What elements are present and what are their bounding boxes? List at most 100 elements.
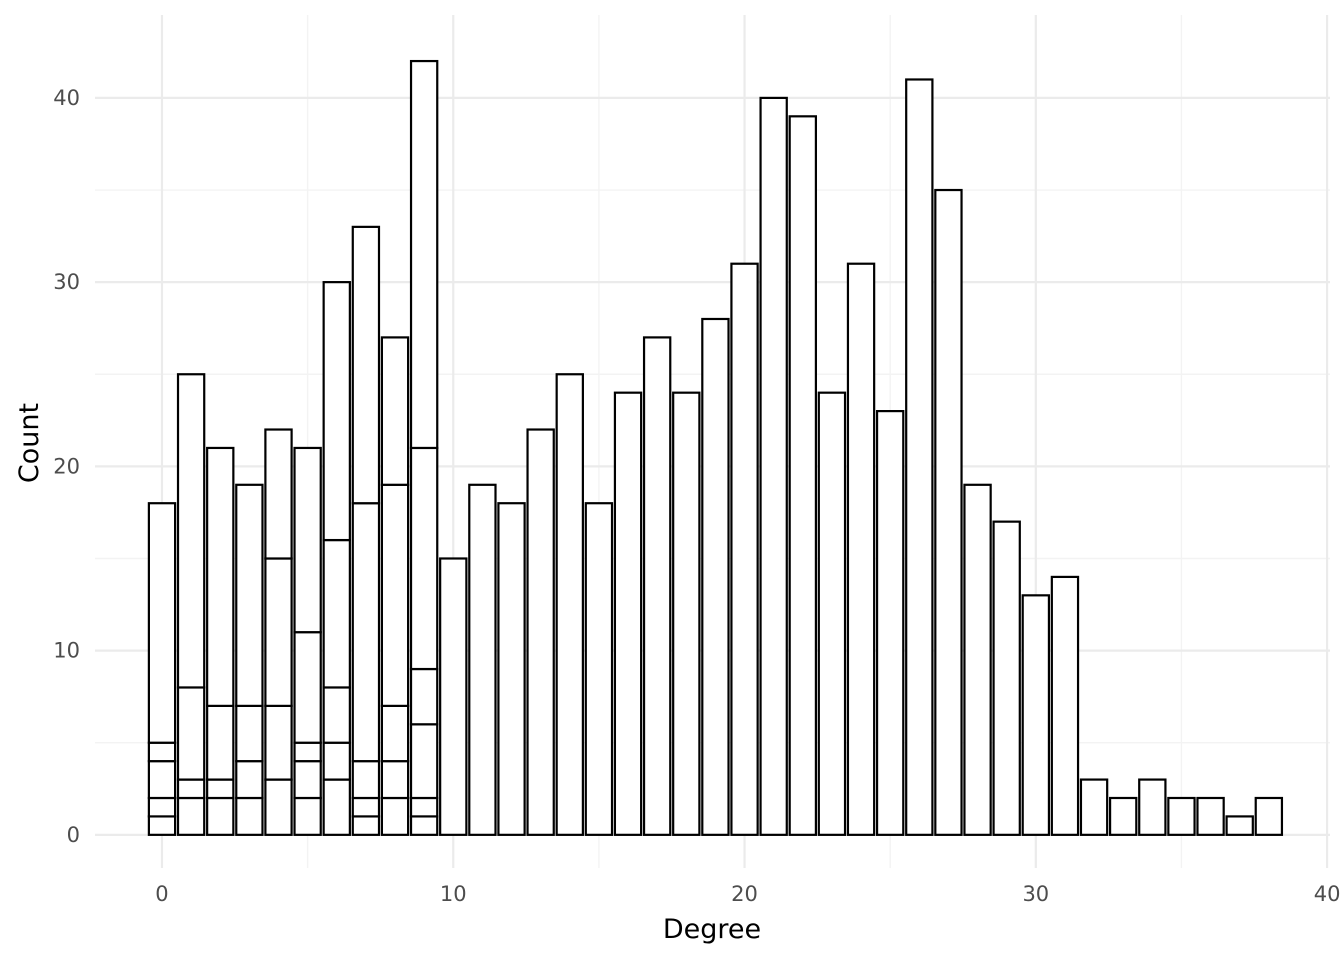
bar-group (642, 336, 672, 836)
tick-labels: 0 10 20 30 40 0 10 20 30 40 (53, 86, 1340, 906)
bar-group (351, 225, 381, 836)
bar-segment (759, 96, 788, 836)
bar-group (1079, 778, 1109, 836)
bar-group (730, 262, 759, 836)
bar-segment (235, 760, 264, 800)
bar-segment (1225, 815, 1254, 836)
bar-group (1108, 796, 1138, 836)
y-tick-label: 20 (53, 454, 80, 478)
bar-segment (322, 281, 351, 542)
bar-segment (147, 502, 177, 744)
bar-segment (351, 815, 381, 836)
bar-group (1138, 778, 1167, 836)
bar-group (759, 96, 788, 836)
bar-group (555, 373, 584, 836)
bar-segment (1079, 778, 1109, 836)
bar-segment (380, 336, 410, 486)
bar-segment (264, 704, 293, 781)
bar-segment (409, 446, 439, 671)
histogram-bars (147, 59, 1284, 836)
bar-segment (701, 317, 730, 836)
bar-segment (380, 704, 410, 763)
bar-segment (409, 667, 439, 726)
bar-group (293, 446, 322, 836)
bar-segment (322, 778, 351, 836)
bar-segment (147, 741, 177, 763)
bar-group (817, 391, 847, 836)
y-tick-label: 30 (53, 270, 80, 294)
bar-segment (1021, 594, 1051, 836)
y-tick-label: 10 (53, 639, 80, 663)
bar-group (147, 502, 177, 836)
bar-segment (293, 741, 322, 763)
y-axis-title: Count (14, 403, 45, 483)
bar-segment (235, 796, 264, 836)
bar-group (1021, 594, 1051, 836)
bar-segment (875, 410, 905, 836)
bar-group (206, 446, 235, 836)
bar-segment (1108, 796, 1138, 836)
bar-segment (235, 704, 264, 763)
bar-segment (584, 502, 614, 836)
bar-segment (1050, 575, 1080, 836)
bar-group (1196, 796, 1225, 836)
bar-segment (672, 391, 701, 836)
bar-segment (380, 483, 410, 707)
x-tick-label: 0 (155, 882, 168, 906)
bar-segment (264, 557, 293, 707)
bar-segment (322, 686, 351, 744)
bar-segment (992, 520, 1021, 836)
bar-segment (147, 796, 177, 818)
y-tick-label: 0 (67, 823, 80, 847)
bar-group (788, 115, 818, 836)
bar-group (905, 78, 934, 836)
bar-segment (555, 373, 584, 836)
bar-group (439, 557, 468, 836)
x-axis-title: Degree (663, 914, 761, 945)
x-tick-label: 40 (1314, 882, 1341, 906)
bar-segment (526, 428, 555, 836)
bar-segment (905, 78, 934, 836)
bar-segment (264, 428, 293, 560)
bar-segment (235, 483, 264, 707)
bar-group (934, 188, 963, 836)
x-tick-label: 20 (731, 882, 758, 906)
bar-group (1167, 796, 1196, 836)
bar-group (875, 410, 905, 836)
bar-group (380, 336, 410, 836)
bar-segment (380, 796, 410, 836)
bar-segment (206, 704, 235, 781)
bar-segment (468, 483, 497, 836)
bar-segment (206, 446, 235, 707)
bar-group (963, 483, 992, 836)
bar-group (1050, 575, 1080, 836)
bar-segment (409, 796, 439, 818)
x-tick-label: 10 (440, 882, 467, 906)
bar-segment (934, 188, 963, 836)
bar-segment (817, 391, 847, 836)
bar-group (409, 59, 439, 836)
bar-segment (293, 760, 322, 800)
bar-segment (380, 760, 410, 800)
bar-group (468, 483, 497, 836)
bar-segment (206, 778, 235, 800)
bar-segment (963, 483, 992, 836)
bar-segment (322, 538, 351, 689)
bar-group (235, 483, 264, 836)
bar-group (584, 502, 614, 836)
bar-segment (147, 760, 177, 800)
bar-group (1254, 796, 1284, 836)
bar-segment (351, 502, 381, 763)
bar-group (672, 391, 701, 836)
bar-group (613, 391, 643, 836)
bar-segment (409, 815, 439, 836)
bar-group (176, 373, 206, 836)
bar-segment (264, 778, 293, 836)
bar-segment (439, 557, 468, 836)
x-tick-label: 30 (1022, 882, 1049, 906)
bar-segment (147, 815, 177, 836)
bar-group (264, 428, 293, 836)
bar-group (322, 281, 351, 836)
bar-segment (642, 336, 672, 836)
